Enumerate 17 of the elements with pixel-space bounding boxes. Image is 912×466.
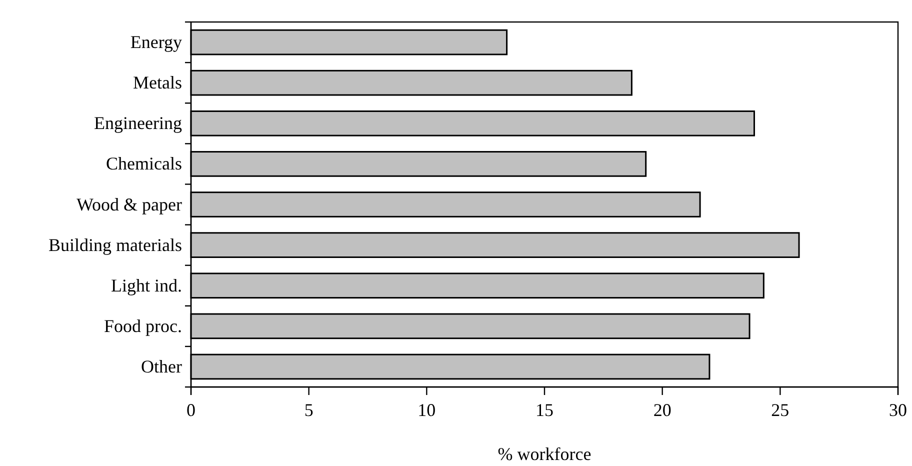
x-axis-title: % workforce [498,444,592,464]
y-tick-label: Light ind. [111,275,182,296]
x-tick-label: 5 [304,400,314,420]
y-tick-label: Energy [130,32,182,52]
x-tick-label: 0 [186,400,196,420]
x-tick-label: 10 [418,400,436,420]
x-tick-label: 20 [653,400,672,420]
x-tick-label: 25 [771,400,790,420]
x-tick-label: 15 [536,400,554,420]
y-tick-label: Building materials [48,234,182,255]
y-tick-label: Food proc. [104,316,182,336]
y-tick-label: Engineering [94,113,182,134]
x-tick-label: 30 [889,400,907,420]
y-tick-label: Other [141,356,182,376]
y-tick-label: Chemicals [106,154,182,174]
y-tick-label: Metals [133,72,182,93]
y-tick-label: Wood & paper [76,194,182,214]
